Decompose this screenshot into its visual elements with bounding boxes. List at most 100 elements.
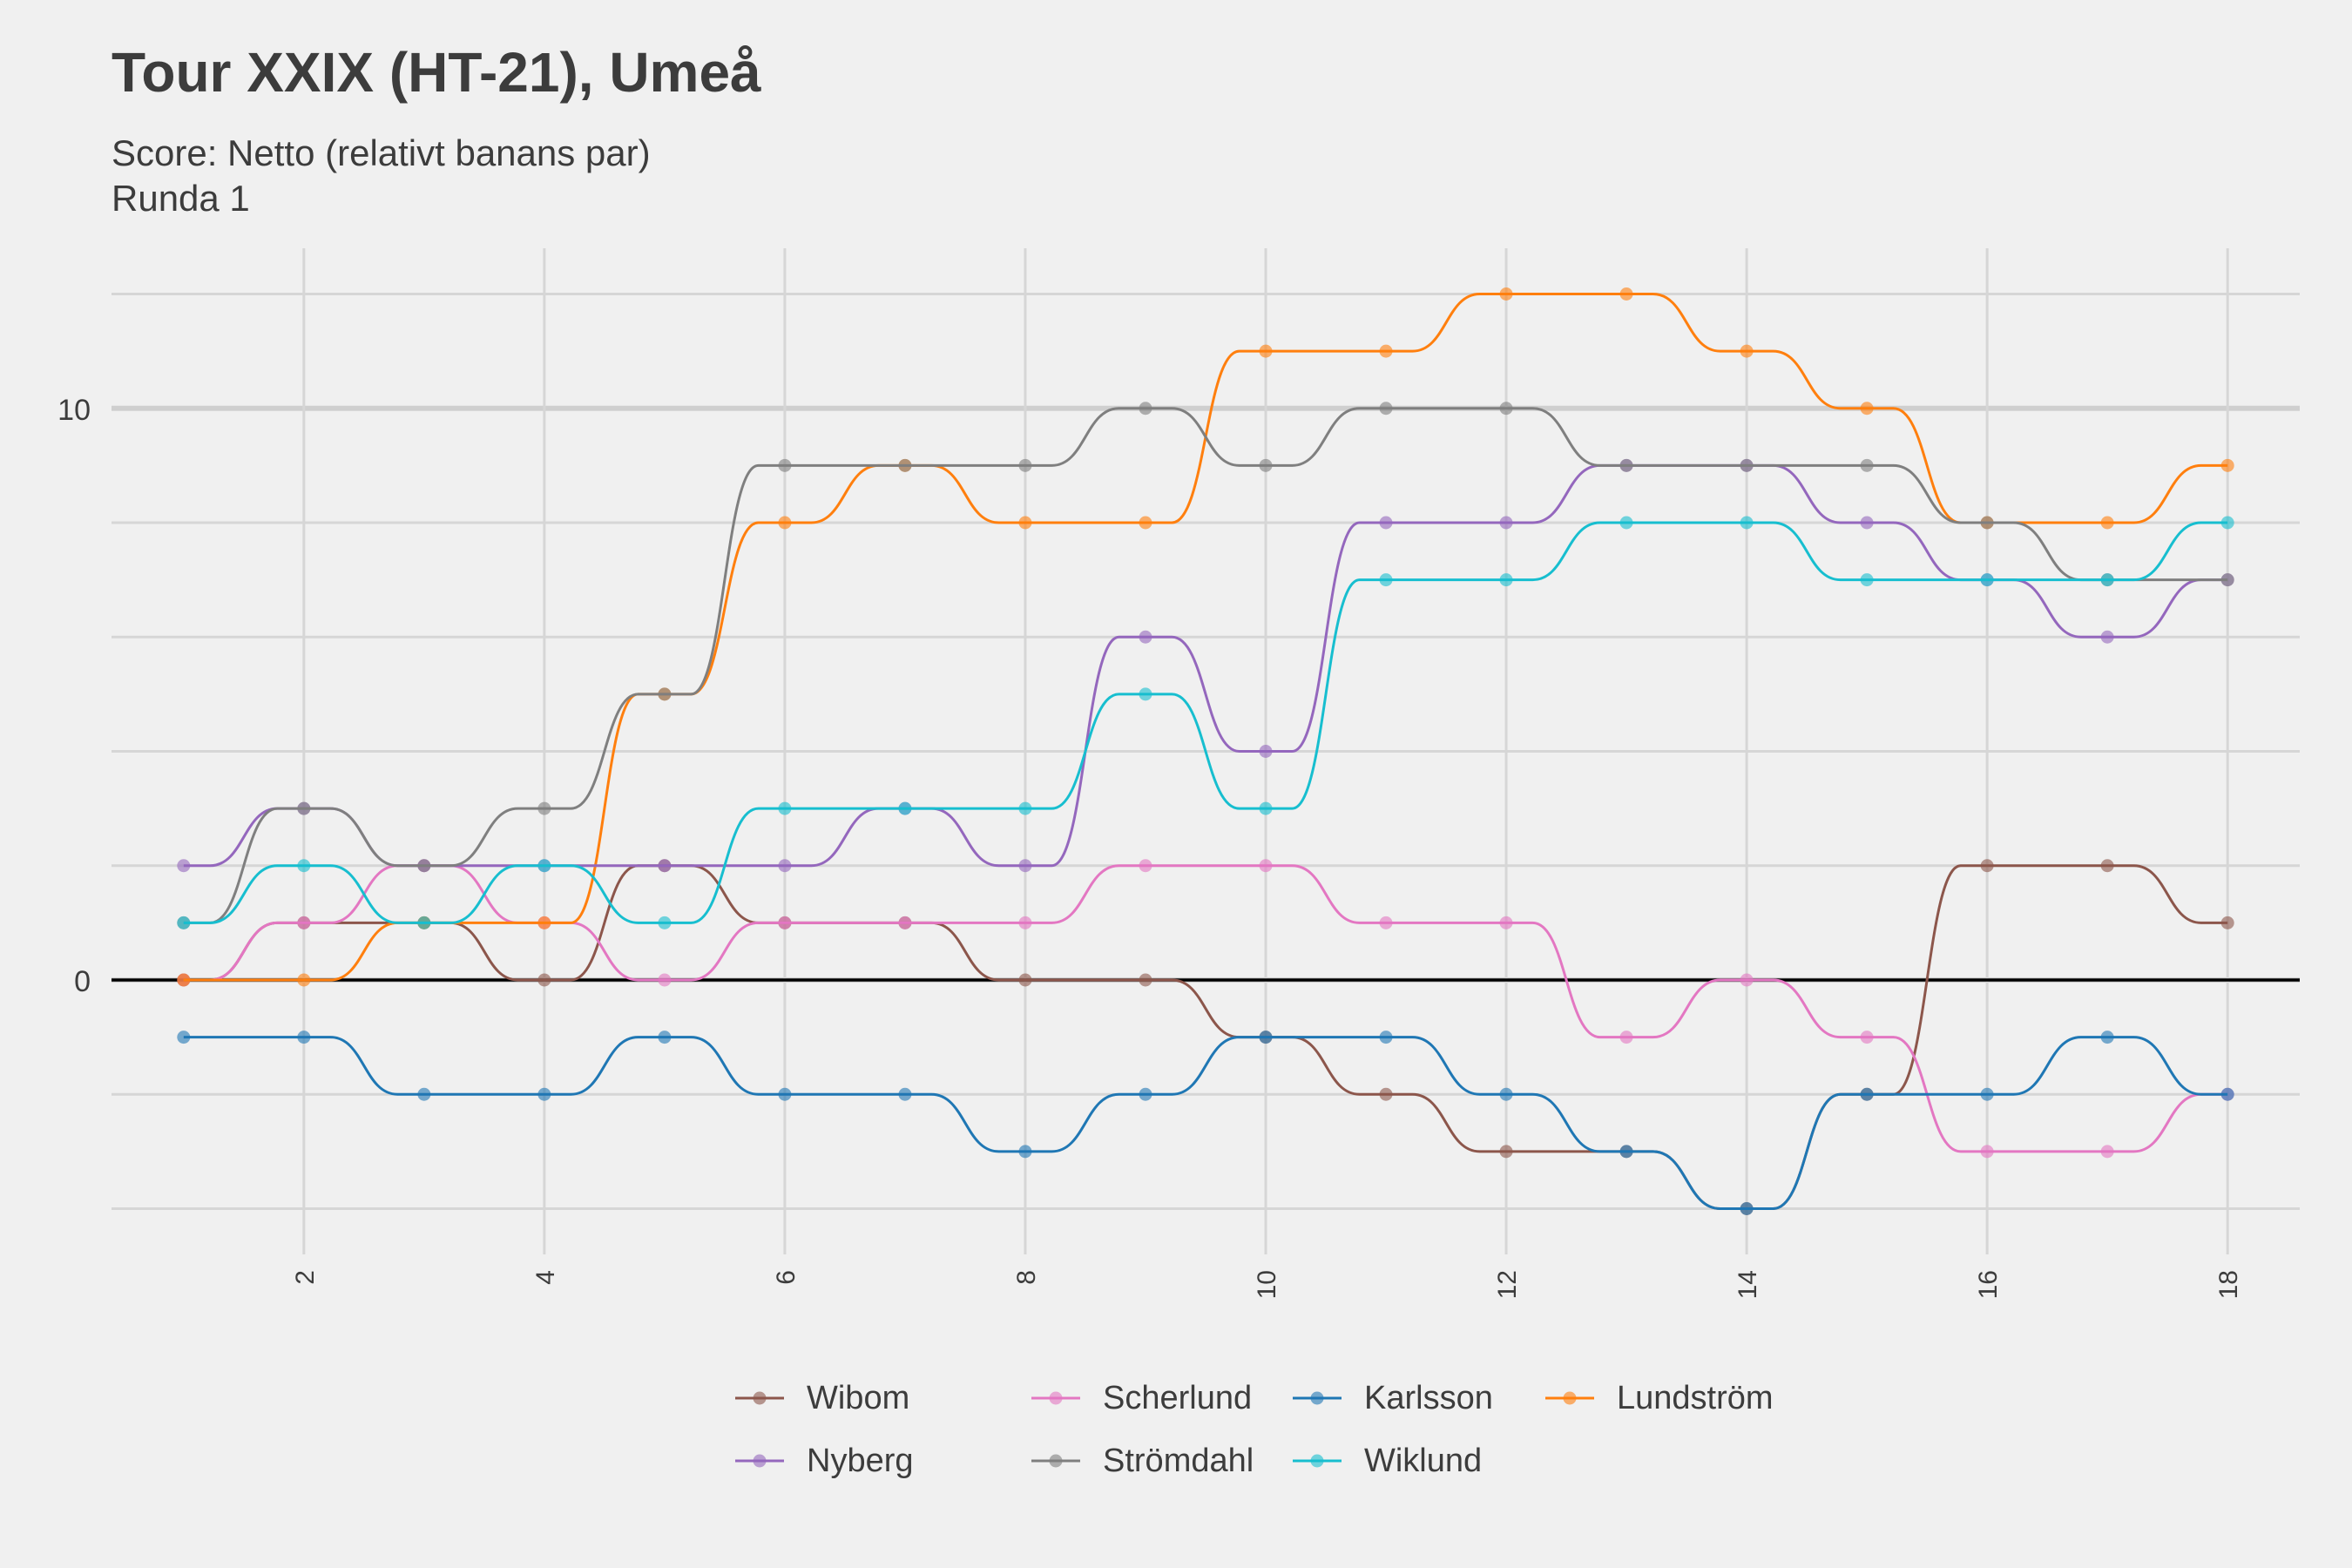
legend-item-strömdahl: Strömdahl [1028, 1439, 1289, 1483]
data-point-scherlund [297, 916, 311, 929]
data-point-strömdahl [537, 801, 551, 815]
data-point-strömdahl [1740, 458, 1754, 472]
legend-key [1293, 1454, 1342, 1468]
data-point-strömdahl [778, 458, 792, 472]
data-point-strömdahl [1619, 458, 1633, 472]
data-point-karlsson [1740, 1202, 1754, 1215]
data-point-karlsson [2220, 1087, 2234, 1101]
data-point-scherlund [1379, 916, 1393, 929]
x-tick-label: 12 [1493, 1270, 1522, 1299]
data-point-wiklund [537, 859, 551, 873]
series-line-nyberg [183, 463, 2228, 868]
data-point-karlsson [1499, 1087, 1513, 1101]
legend-item-scherlund: Scherlund [1028, 1376, 1289, 1420]
data-point-karlsson [297, 1031, 311, 1044]
data-point-karlsson [1379, 1031, 1393, 1044]
data-point-nyberg [1259, 745, 1273, 758]
data-point-scherlund [778, 916, 792, 929]
data-point-wibom [1499, 1145, 1513, 1159]
legend-label: Wibom [807, 1379, 910, 1416]
x-tick-label: 16 [1974, 1270, 2003, 1299]
data-point-strömdahl [1980, 516, 1994, 530]
data-point-strömdahl [1499, 402, 1513, 416]
y-tick-label: 0 [74, 965, 91, 998]
x-tick-label: 6 [772, 1270, 801, 1285]
legend-key [735, 1391, 784, 1405]
data-point-wiklund [778, 801, 792, 815]
subtitle-line-1: Score: Netto (relativt banans par) [112, 132, 651, 173]
series-layer [177, 287, 2234, 1215]
chart-subtitle: Score: Netto (relativt banans par) Runda… [112, 131, 651, 221]
data-point-karlsson [1259, 1031, 1273, 1044]
data-point-wiklund [177, 916, 191, 929]
x-tick-label: 18 [2214, 1270, 2243, 1299]
data-point-wibom [2100, 859, 2114, 873]
data-point-scherlund [898, 916, 912, 929]
data-point-karlsson [2100, 1031, 2114, 1044]
series-line-karlsson [183, 1036, 2228, 1210]
data-point-nyberg [177, 859, 191, 873]
data-point-scherlund [1619, 1031, 1633, 1044]
data-point-nyberg [658, 859, 672, 873]
data-point-wiklund [2220, 516, 2234, 530]
x-tick-label: 4 [531, 1270, 560, 1285]
data-point-scherlund [1860, 1031, 1874, 1044]
legend-key [1545, 1391, 1594, 1405]
x-tick-label: 2 [291, 1270, 320, 1285]
legend-item-wibom: Wibom [732, 1376, 1028, 1420]
data-point-karlsson [1139, 1087, 1152, 1101]
data-point-scherlund [1980, 1145, 1994, 1159]
data-point-nyberg [778, 859, 792, 873]
data-point-scherlund [1259, 859, 1273, 873]
data-point-lundström [537, 916, 551, 929]
data-point-wibom [537, 973, 551, 987]
data-point-wiklund [1499, 573, 1513, 587]
data-point-strömdahl [658, 687, 672, 701]
data-point-wibom [1980, 859, 1994, 873]
data-point-karlsson [898, 1087, 912, 1101]
y-tick-label: 10 [57, 394, 91, 427]
legend-label: Karlsson [1364, 1379, 1493, 1416]
series-line-wiklund [183, 521, 2228, 924]
data-point-wiklund [1740, 516, 1754, 530]
data-point-scherlund [1018, 916, 1032, 929]
legend-key [735, 1454, 784, 1468]
series-line-strömdahl [183, 407, 2228, 924]
data-point-wiklund [1980, 573, 1994, 587]
subtitle-line-2: Runda 1 [112, 178, 250, 219]
data-point-scherlund [1139, 859, 1152, 873]
legend-key [1293, 1391, 1342, 1405]
data-point-strömdahl [1379, 402, 1393, 416]
data-point-wibom [2220, 916, 2234, 929]
legend-key [1031, 1391, 1080, 1405]
data-point-karlsson [537, 1087, 551, 1101]
data-point-nyberg [1379, 516, 1393, 530]
data-point-scherlund [2100, 1145, 2114, 1159]
data-point-karlsson [1619, 1145, 1633, 1159]
data-point-lundström [297, 973, 311, 987]
data-point-lundström [1740, 344, 1754, 358]
legend-label: Scherlund [1103, 1379, 1253, 1416]
data-point-wibom [1018, 973, 1032, 987]
data-point-lundström [1018, 516, 1032, 530]
data-point-scherlund [1740, 973, 1754, 987]
legend-item-wiklund: Wiklund [1289, 1439, 1542, 1483]
legend: Wibom Scherlund Karlsson Lundström Nyberg Str… [732, 1376, 1803, 1483]
data-point-strömdahl [2220, 573, 2234, 587]
data-point-lundström [1139, 516, 1152, 530]
data-point-wiklund [1259, 801, 1273, 815]
legend-label: Nyberg [807, 1442, 914, 1479]
x-tick-label: 14 [1734, 1270, 1762, 1299]
data-point-lundström [1499, 287, 1513, 301]
legend-key [1031, 1454, 1080, 1468]
data-point-karlsson [1980, 1087, 1994, 1101]
data-point-nyberg [1860, 516, 1874, 530]
data-point-nyberg [1018, 859, 1032, 873]
legend-label: Strömdahl [1103, 1442, 1254, 1479]
data-point-wiklund [658, 916, 672, 929]
data-point-strömdahl [297, 801, 311, 815]
data-point-strömdahl [1259, 458, 1273, 472]
data-point-karlsson [1860, 1087, 1874, 1101]
data-point-lundström [2100, 516, 2114, 530]
